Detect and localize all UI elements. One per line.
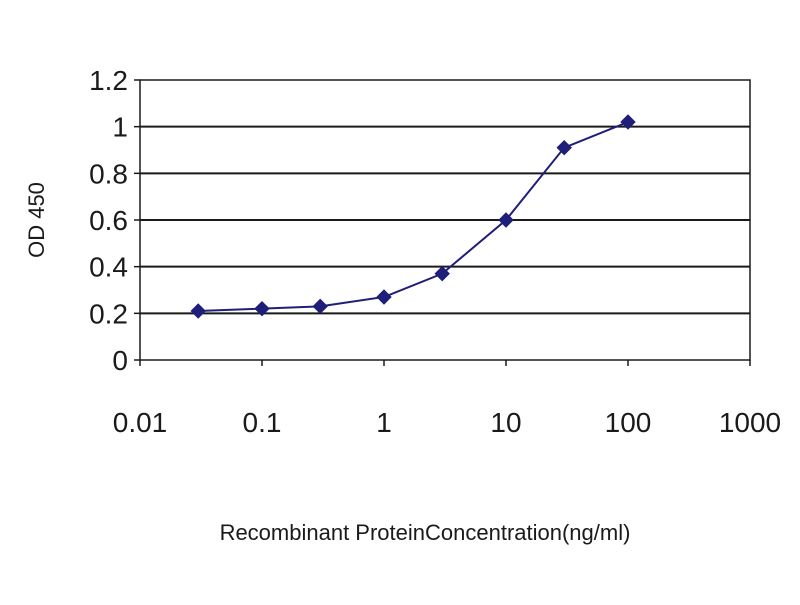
grid-lines [140, 125, 750, 315]
x-tick-label: 1000 [719, 407, 781, 438]
y-tick-label: 1 [112, 112, 128, 143]
y-tick-labels: 0 0.2 0.4 0.6 0.8 1 1.2 [89, 65, 128, 376]
x-tick-label: 1 [376, 407, 392, 438]
y-tick-label: 0.6 [89, 205, 128, 236]
data-point [498, 212, 514, 228]
x-tick-label: 0.1 [243, 407, 282, 438]
x-tick-label: 10 [490, 407, 521, 438]
y-tick-label: 0.4 [89, 252, 128, 283]
data-point [556, 139, 572, 156]
data-point [254, 300, 270, 317]
x-tick-label: 0.01 [113, 407, 168, 438]
y-tick-label: 0 [112, 345, 128, 376]
series-layer [190, 114, 636, 319]
y-tick-label: 1.2 [89, 65, 128, 96]
y-tick-label: 0.8 [89, 158, 128, 189]
axes [134, 79, 751, 366]
data-point [190, 303, 206, 319]
y-tick-label: 0.2 [89, 298, 128, 329]
x-axis-title: Recombinant ProteinConcentration(ng/ml) [220, 520, 631, 545]
data-point [434, 265, 450, 282]
data-point [376, 289, 392, 305]
y-axis-title: OD 450 [24, 182, 49, 258]
x-tick-labels: 0.01 0.1 1 10 100 1000 [113, 407, 781, 438]
data-point [620, 114, 636, 130]
series-line [198, 121, 629, 312]
x-tick-label: 100 [605, 407, 652, 438]
data-point [312, 298, 328, 315]
